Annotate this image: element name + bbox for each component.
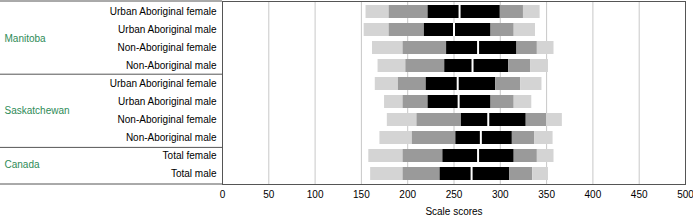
svg-text:350: 350 (538, 189, 555, 200)
svg-text:Urban Aboriginal female: Urban Aboriginal female (110, 78, 217, 89)
svg-text:Urban Aboriginal male: Urban Aboriginal male (118, 24, 217, 35)
svg-text:Urban Aboriginal male: Urban Aboriginal male (118, 96, 217, 107)
svg-text:50: 50 (263, 189, 275, 200)
svg-text:150: 150 (353, 189, 370, 200)
svg-text:Non-Aboriginal male: Non-Aboriginal male (126, 60, 217, 71)
svg-text:300: 300 (492, 189, 509, 200)
svg-text:500: 500 (677, 189, 693, 200)
svg-text:450: 450 (631, 189, 648, 200)
svg-text:Canada: Canada (5, 159, 40, 170)
svg-text:Total male: Total male (171, 168, 217, 179)
svg-text:Non-Aboriginal male: Non-Aboriginal male (126, 132, 217, 143)
svg-text:0: 0 (220, 189, 226, 200)
svg-text:200: 200 (399, 189, 416, 200)
svg-text:Scale scores: Scale scores (425, 206, 482, 217)
svg-text:Non-Aboriginal female: Non-Aboriginal female (118, 114, 217, 125)
svg-text:Urban Aboriginal female: Urban Aboriginal female (110, 6, 217, 17)
svg-text:Manitoba: Manitoba (5, 33, 47, 44)
svg-text:Total female: Total female (163, 150, 217, 161)
svg-text:250: 250 (446, 189, 463, 200)
svg-text:Non-Aboriginal female: Non-Aboriginal female (118, 42, 217, 53)
svg-text:100: 100 (307, 189, 324, 200)
svg-text:400: 400 (585, 189, 602, 200)
svg-text:Saskatchewan: Saskatchewan (5, 105, 70, 116)
